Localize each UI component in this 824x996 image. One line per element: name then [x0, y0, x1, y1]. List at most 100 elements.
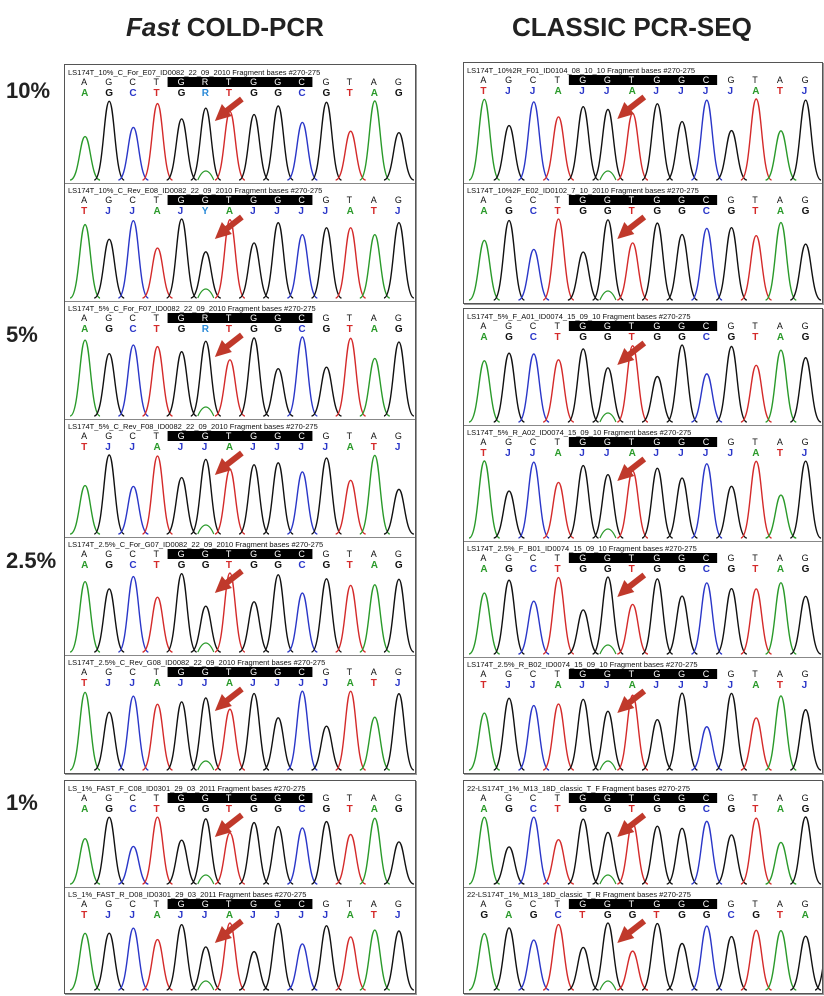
chromatogram-peak — [359, 716, 391, 771]
chromatogram-peak — [93, 932, 125, 991]
called-base: J — [530, 448, 536, 459]
called-base: J — [653, 680, 659, 691]
reference-base: T — [555, 793, 561, 803]
chromatogram-peak — [690, 463, 723, 539]
reference-base: C — [129, 793, 136, 803]
minor-peak — [599, 170, 617, 181]
called-base: A — [347, 910, 354, 921]
called-base: T — [555, 206, 561, 217]
reference-base: G — [178, 77, 185, 87]
chromatogram-peak — [493, 124, 525, 181]
chromatogram-peak — [93, 588, 125, 653]
reference-base: T — [629, 321, 635, 331]
chromatogram-svg: LS174T_2.5%_R_B02_ID0074_15_09_10 Fragme… — [467, 660, 822, 771]
reference-base: G — [653, 899, 660, 909]
chromatogram-peak — [567, 698, 600, 771]
reference-base: G — [323, 77, 330, 87]
called-base: G — [678, 804, 686, 815]
chromatogram-peak — [287, 121, 318, 181]
chromatogram-peak — [117, 220, 149, 299]
called-base: J — [395, 910, 401, 921]
chromatogram-peak — [493, 697, 526, 771]
minor-peak — [197, 874, 215, 885]
chromatogram-peak — [287, 943, 318, 991]
reference-base: G — [395, 195, 402, 205]
chromatogram-svg: LS_1%_FAST_F_C08_ID0301_29_03_2011 Fragm… — [68, 784, 415, 885]
minor-peak — [599, 644, 617, 655]
chromatogram-peak — [118, 485, 149, 535]
mutation-arrow-icon — [214, 450, 244, 475]
called-base: A — [752, 86, 759, 97]
reference-base: C — [530, 321, 537, 331]
chromatogram-peak — [118, 845, 149, 885]
called-base: G — [802, 206, 810, 217]
chromatogram-peak — [142, 938, 173, 991]
called-base: G — [604, 206, 612, 217]
reference-base: G — [250, 549, 257, 559]
called-base: G — [728, 206, 736, 217]
called-base: G — [395, 560, 403, 571]
reference-base: G — [274, 667, 281, 677]
reference-base: A — [81, 899, 87, 909]
fragment-highlight — [167, 793, 313, 803]
called-base: J — [802, 680, 808, 691]
reference-base: G — [579, 437, 586, 447]
concentration-label-5: 5% — [6, 322, 38, 347]
called-base: J — [678, 680, 684, 691]
chromatogram-peak — [383, 341, 415, 417]
chromatogram-peak — [691, 726, 723, 771]
called-base: A — [480, 564, 487, 575]
reference-base: C — [129, 77, 136, 87]
reference-base: T — [154, 431, 160, 441]
chromatogram-peak — [383, 841, 415, 885]
chromatogram-peak — [666, 233, 699, 301]
reference-base: G — [802, 553, 809, 563]
chromatogram-peak — [765, 841, 797, 885]
chromatogram-peak — [567, 464, 600, 539]
called-base: A — [629, 448, 636, 459]
chromatogram-peak — [238, 113, 270, 181]
fragment-highlight — [568, 899, 718, 909]
called-base: A — [371, 560, 378, 571]
trace-title: LS174T_10%_C_For_E07_ID0082_22_09_2010 F… — [68, 68, 320, 77]
called-base: T — [653, 910, 659, 921]
chromatogram-peak — [641, 578, 674, 655]
called-base: A — [777, 804, 784, 815]
called-base: T — [226, 88, 232, 99]
reference-base: G — [395, 77, 402, 87]
called-base: G — [178, 804, 186, 815]
reference-base: G — [395, 667, 402, 677]
chromatogram-peak — [764, 221, 797, 301]
chromatogram-peak — [335, 690, 367, 771]
called-base: T — [81, 678, 87, 689]
minor-peak — [197, 524, 215, 535]
chromatogram-peak — [715, 935, 748, 991]
chromatogram-peak — [517, 704, 550, 771]
reference-base: A — [81, 77, 87, 87]
mutation-arrow-icon — [214, 568, 244, 593]
mutation-arrow-icon — [214, 96, 244, 121]
chromatogram-peak — [214, 468, 246, 535]
called-base: G — [802, 804, 810, 815]
reference-base: G — [323, 667, 330, 677]
reference-base: G — [728, 195, 735, 205]
called-base: J — [728, 680, 734, 691]
chromatogram-peak — [641, 922, 674, 991]
reference-base: G — [579, 669, 586, 679]
called-base: G — [629, 910, 637, 921]
reference-base: G — [395, 793, 402, 803]
chromatogram-svg: LS174T_5%_C_For_F07_ID0082_22_09_2010 Fr… — [68, 304, 415, 417]
chromatogram-peak — [118, 126, 149, 181]
chromatogram-peak — [789, 357, 822, 423]
called-base: G — [105, 324, 113, 335]
reference-base: T — [226, 667, 232, 677]
called-base: A — [629, 680, 636, 691]
chromatogram-peak — [715, 129, 748, 181]
reference-base: G — [274, 793, 281, 803]
called-base: A — [81, 88, 88, 99]
chromatogram-peak — [616, 603, 649, 655]
minor-peak — [599, 412, 617, 423]
chromatogram-peak — [493, 846, 525, 885]
chromatogram-peak — [690, 820, 723, 885]
reference-base: T — [154, 899, 160, 909]
